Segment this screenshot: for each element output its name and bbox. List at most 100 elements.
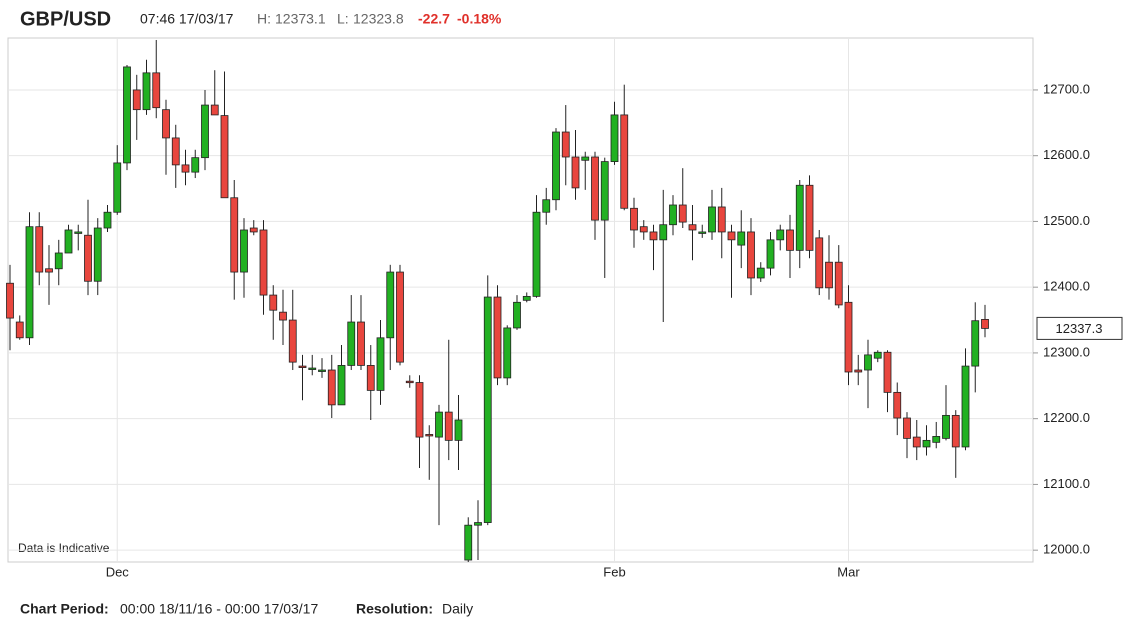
candle-body [942,414,950,439]
candle-body [474,522,482,526]
last-price-box [1036,316,1123,340]
candle-body [396,271,404,363]
candle-body [883,351,892,393]
candle-body [162,109,170,139]
candle-body [912,436,921,448]
candle-body [815,237,824,289]
candle-body [483,296,492,523]
y-tick-label: 12400.0 [1043,279,1090,294]
candle-body [922,439,931,448]
candle-body [649,231,658,241]
candle-body [834,261,843,306]
candle-body [542,199,551,213]
candle-body [347,321,356,366]
candle-body [552,131,560,201]
last-price: 12337.3 [1056,321,1103,336]
candle-body [64,229,73,254]
low-label: L: [337,11,349,27]
candle-body [308,367,317,370]
candle-body [74,231,83,234]
candle-body [678,204,687,223]
candle-body [561,131,570,158]
candle-body [132,89,141,111]
candle-body [25,226,34,339]
candle-body [659,224,668,241]
candle-body [103,211,112,229]
y-tick-label: 12700.0 [1043,81,1090,96]
candle-body [932,436,941,443]
candle-body [435,411,443,438]
candle-body [15,321,24,339]
period-label: Chart Period: [20,601,109,617]
candle-body [903,417,911,439]
candle-body [698,231,707,234]
candle-body [503,327,512,379]
candle-body [825,261,833,289]
candle-body [688,224,697,231]
y-tick-label: 12000.0 [1043,542,1090,557]
candle-body [171,137,180,166]
candle-body [454,419,463,441]
candle-body [84,234,92,282]
candle-body [630,207,638,231]
symbol: GBP/USD [20,8,111,30]
y-tick-label: 12100.0 [1043,476,1090,491]
candle-body [727,231,736,241]
candle-body [669,204,677,226]
candle-body [93,227,102,282]
candle-body [386,271,395,339]
low-value: 12323.8 [353,11,404,27]
y-tick-label: 12300.0 [1043,344,1090,359]
candle-body [181,164,190,173]
candle-body [376,337,385,391]
x-tick-label: Feb [603,564,625,579]
candle-body [152,72,161,109]
change-pct: -0.18% [457,11,502,27]
high-label: H: [257,11,271,27]
x-tick-label: Mar [837,564,860,579]
candle-body [493,296,502,379]
candle-body [288,319,297,363]
candle-body [708,206,716,233]
candle-body [269,294,278,311]
candle-body [6,282,14,319]
candle-body [405,380,414,384]
candle-body [737,231,746,246]
candle-body [513,301,521,329]
candle-body [854,369,863,373]
candle-body [971,320,980,367]
candle-body [113,162,122,213]
plot-frame [7,37,1034,563]
candle-body [591,156,599,221]
high-value: 12373.1 [275,11,326,27]
period: 00:00 18/11/16 - 00:00 17/03/17 [120,601,318,617]
candle-body [123,66,131,164]
candle-body [357,321,365,366]
candle-body [220,115,229,199]
candle-body [425,434,434,437]
candle-body [259,229,268,296]
candle-body [191,157,200,173]
candle-body [756,267,765,279]
candle-body [961,365,970,448]
candle-body [337,365,346,406]
candle-body [610,114,619,163]
candle-body [766,239,775,269]
candle-body [54,252,63,270]
candle-body [717,206,726,233]
candle-body [532,211,541,297]
candle-body [298,365,307,368]
candle-body [142,72,151,111]
candle-body [581,156,590,161]
candle-body [45,268,53,273]
resolution-label: Resolution: [356,601,433,617]
watermark: Data is Indicative [18,541,110,555]
candle-body [747,231,755,279]
candle-body [230,197,239,273]
candle-body [522,295,531,301]
candle-body [327,369,336,406]
candle-body [415,382,424,438]
x-tick-label: Dec [106,564,130,579]
candle-body [639,226,648,233]
candle-body [201,104,209,159]
